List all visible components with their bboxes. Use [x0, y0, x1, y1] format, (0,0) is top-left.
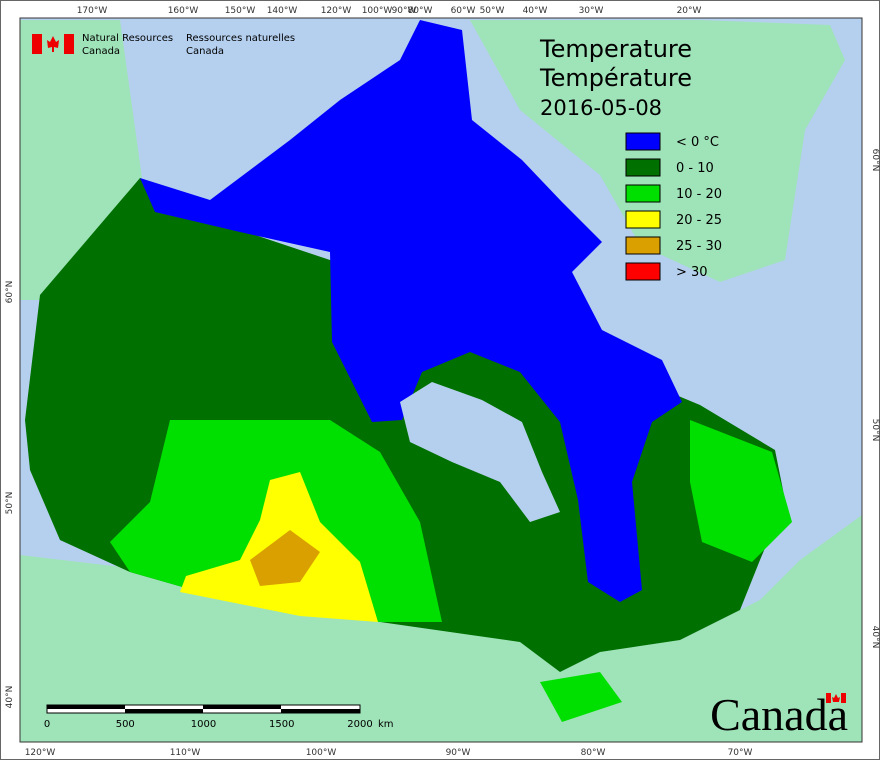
- graticule-label: 120°W: [25, 748, 56, 758]
- scale-segment: [125, 709, 203, 713]
- graticule-label: 20°W: [677, 6, 702, 16]
- canada-wordmark: Canada: [710, 689, 848, 740]
- agency-block: Natural Resources Canada Ressources natu…: [32, 33, 295, 57]
- graticule-label: 40°N: [5, 686, 15, 709]
- map-border: [19, 17, 863, 743]
- zone-25-30: [250, 530, 320, 586]
- zone-10-20-south: [540, 672, 622, 722]
- date: 2016-05-08: [540, 96, 662, 120]
- scale-segment: [47, 705, 125, 709]
- zone-below-0: [140, 20, 682, 602]
- graticule-label: 60°W: [451, 6, 476, 16]
- scale-unit: km: [378, 719, 394, 730]
- greenland: [470, 20, 845, 282]
- graticule-label: 60°N: [870, 149, 880, 172]
- graticule-label: 40°W: [523, 6, 548, 16]
- legend-label: 10 - 20: [676, 187, 722, 202]
- scale-segment: [203, 705, 281, 709]
- flag-bar: [64, 34, 74, 54]
- legend-label: 0 - 10: [676, 161, 714, 176]
- agency-fr: Canada: [186, 46, 224, 57]
- graticule-label: 120°W: [321, 6, 352, 16]
- zone-10-20-east: [690, 420, 792, 562]
- graticule-label: 60°N: [5, 281, 15, 304]
- legend-swatch: [625, 236, 661, 255]
- graticule-label: 40°N: [870, 626, 880, 649]
- graticule-label: 110°W: [170, 748, 201, 758]
- flag-bar: [32, 34, 42, 54]
- legend-swatch: [625, 132, 661, 151]
- graticule-label: 80°W: [581, 748, 606, 758]
- graticule-label: 140°W: [267, 6, 298, 16]
- graticule-labels: 170°W 160°W 150°W 140°W 120°W 100°W 90°W80°W 60…: [5, 6, 880, 758]
- legend-label: 25 - 30: [676, 239, 722, 254]
- graticule-label: 30°W: [579, 6, 604, 16]
- graticule-label: 150°W: [225, 6, 256, 16]
- graticule-label: 50°N: [870, 419, 880, 442]
- legend-label: > 30: [676, 265, 708, 280]
- scale-labels: 0 500 1000 1500 2000 km: [44, 719, 394, 730]
- scale-label: 1000: [191, 719, 216, 730]
- agency-fr: Ressources naturelles: [186, 33, 295, 44]
- graticule-label: 70°W: [728, 748, 753, 758]
- flag-bar: [826, 693, 831, 703]
- graticule-label: 90°W: [392, 6, 417, 16]
- title: Temperature: [539, 35, 692, 63]
- scale-label: 0: [44, 719, 50, 730]
- graticule-label: 100°W: [362, 6, 393, 16]
- graticule-label: 160°W: [168, 6, 199, 16]
- scale-label: 1500: [269, 719, 294, 730]
- maple-leaf: [47, 36, 59, 52]
- graticule-label: 50°W: [480, 6, 505, 16]
- wordmark: Canada: [710, 689, 848, 740]
- scale-label: 2000: [347, 719, 372, 730]
- land: [20, 20, 862, 742]
- scale-label: 500: [116, 719, 135, 730]
- scale-segment: [281, 709, 360, 713]
- legend-swatch: [625, 158, 661, 177]
- agency-en: Natural Resources: [82, 33, 173, 44]
- scale-bar: 0 500 1000 1500 2000 km: [44, 704, 394, 730]
- maple-leaf: [832, 694, 840, 702]
- agency-en: Canada: [82, 46, 120, 57]
- graticule-label: 90°W: [446, 748, 471, 758]
- graticule-label: 80°W: [408, 6, 433, 16]
- flag-bar: [841, 693, 846, 703]
- legend-swatch: [625, 262, 661, 281]
- title: Température: [539, 64, 692, 92]
- alaska: [20, 20, 142, 300]
- graticule-label: 50°N: [5, 492, 15, 515]
- graticule-label: 100°W: [306, 748, 337, 758]
- legend: < 0 °C 0 - 10 10 - 20 20 - 25 25 - 30 > 30: [625, 132, 722, 281]
- hudson-bay: [400, 382, 560, 522]
- legend-label: 20 - 25: [676, 213, 722, 228]
- legend-swatch: [625, 184, 661, 203]
- legend-label: < 0 °C: [676, 135, 719, 150]
- usa: [20, 515, 862, 742]
- graticule-label: 170°W: [77, 6, 108, 16]
- legend-swatch: [625, 210, 661, 229]
